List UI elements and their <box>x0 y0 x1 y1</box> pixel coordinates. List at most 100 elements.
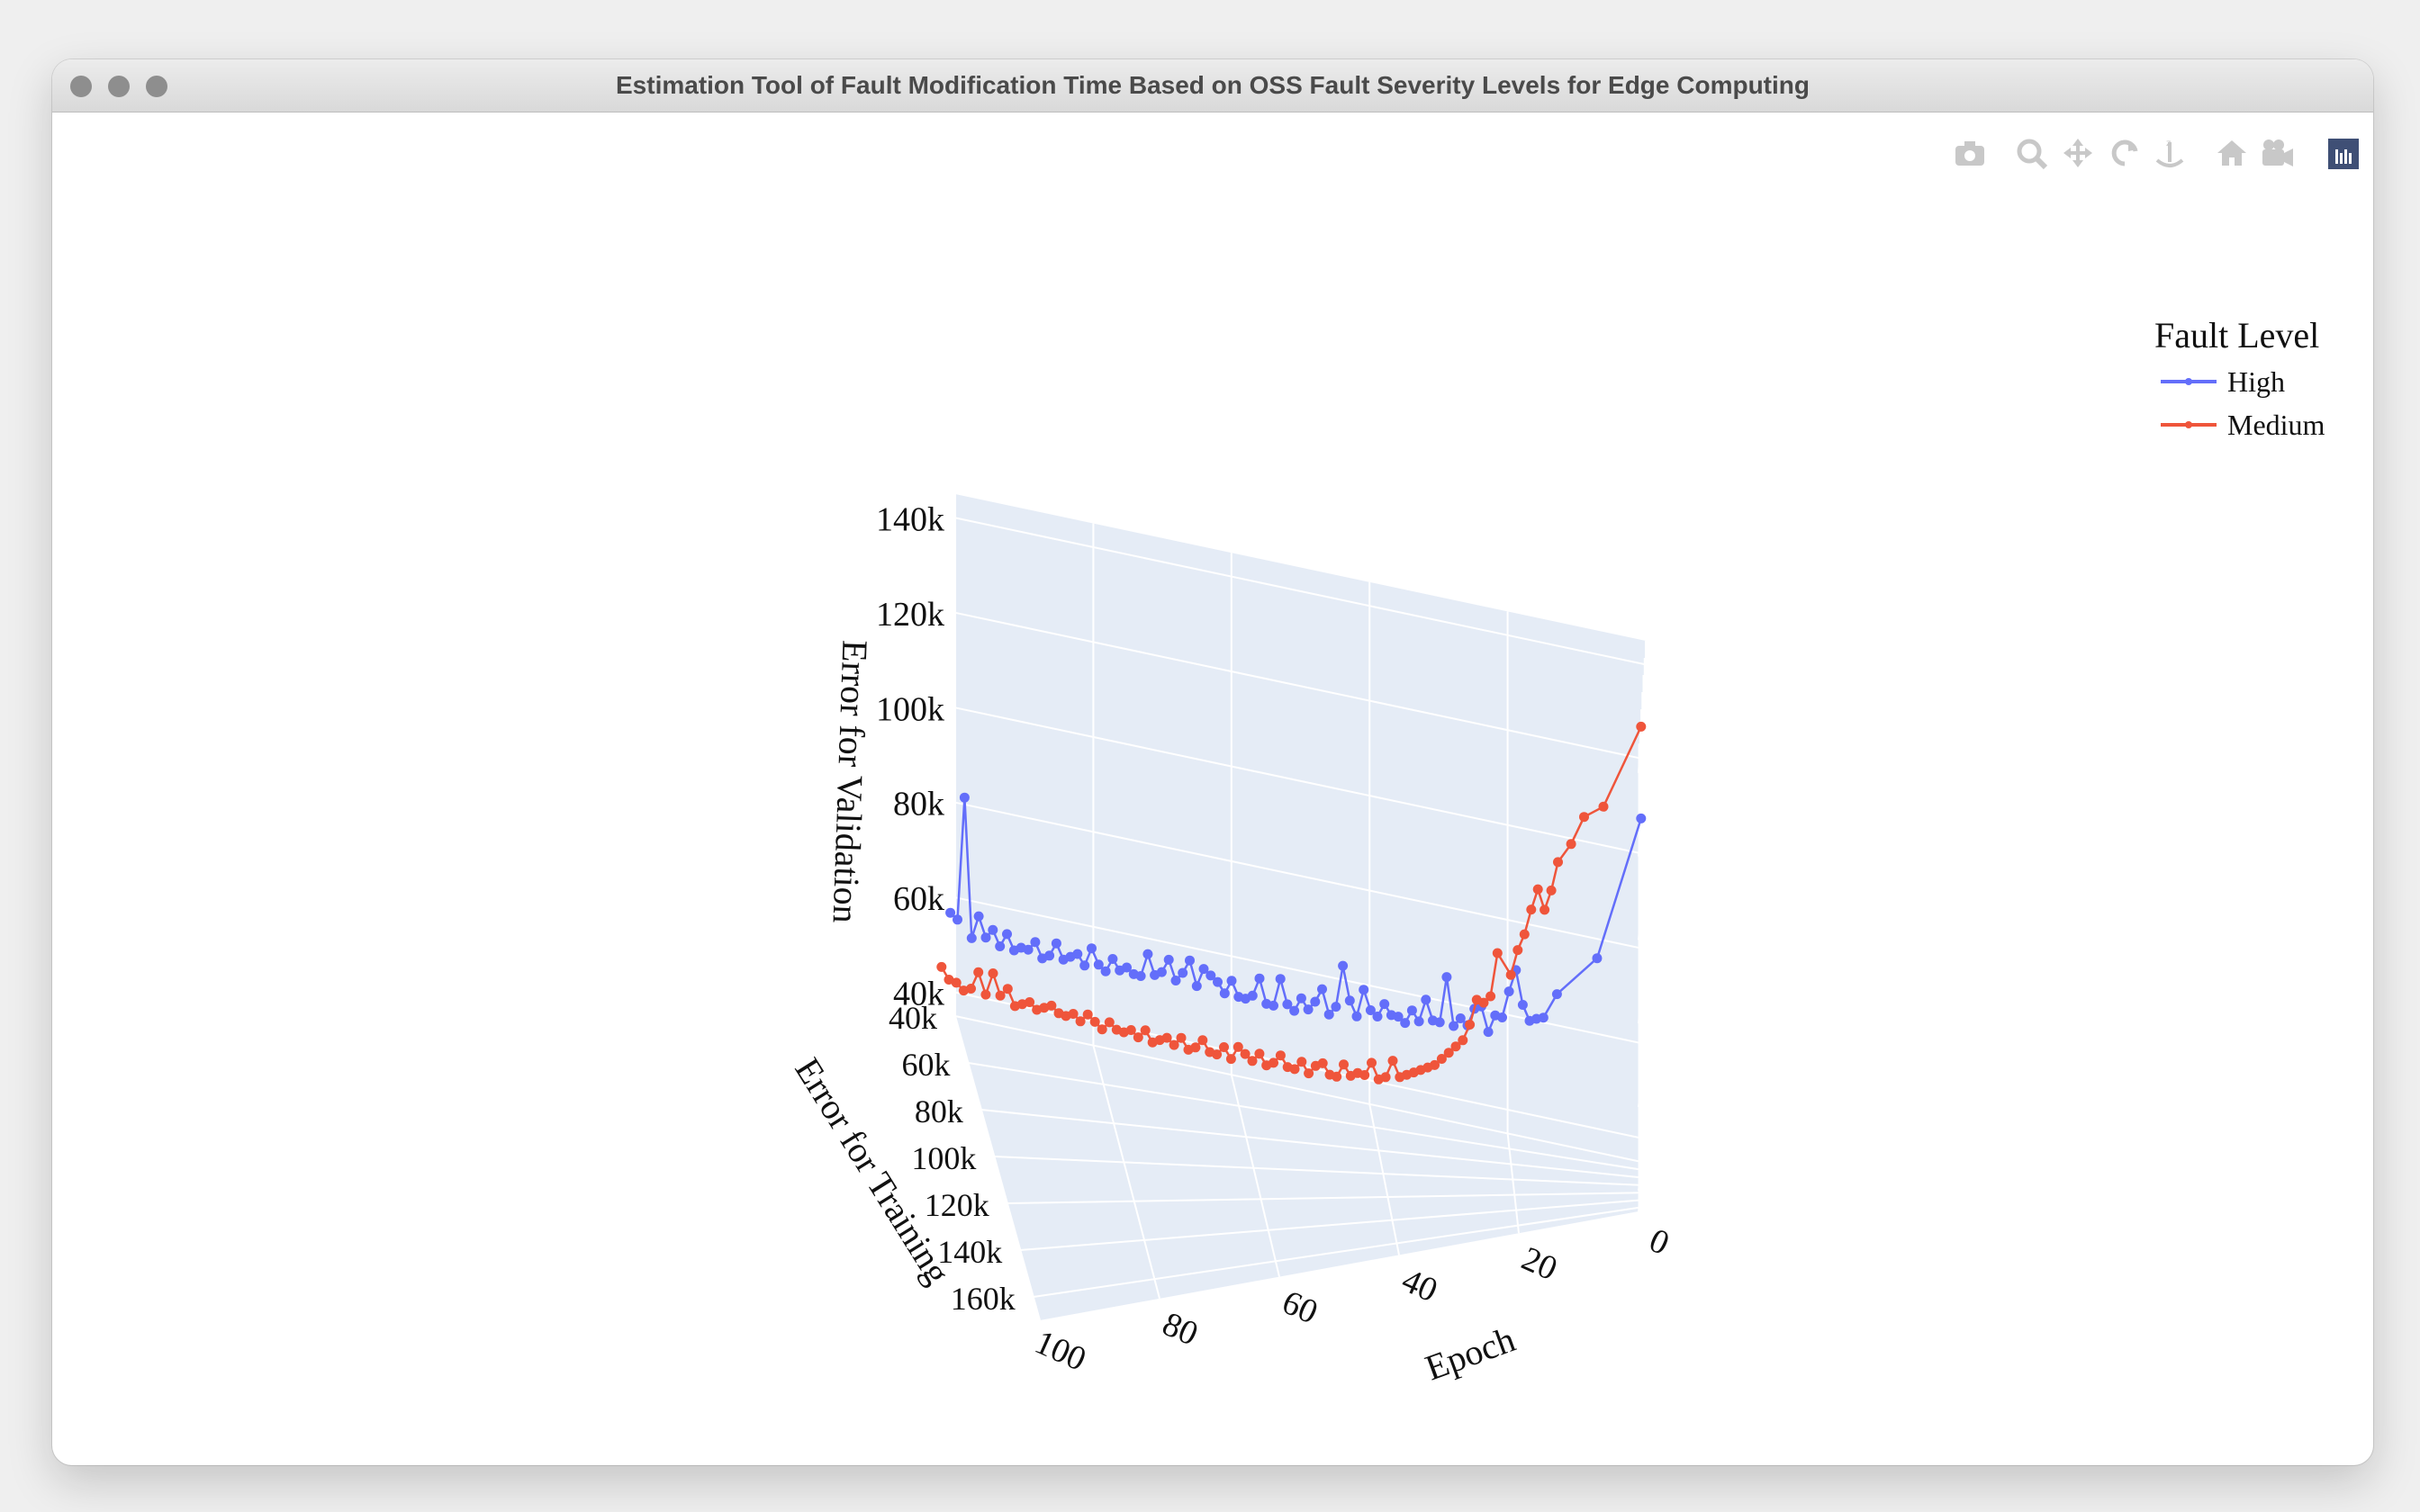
data-point-medium <box>1519 929 1530 940</box>
floor-gridline-x <box>1230 1074 1280 1277</box>
data-point-medium <box>1367 1058 1377 1068</box>
data-point-high <box>1344 995 1355 1006</box>
data-point-high <box>1455 1013 1466 1023</box>
data-point-high <box>1323 1009 1334 1020</box>
data-point-high <box>1386 1010 1396 1021</box>
data-point-medium <box>1261 1060 1272 1071</box>
data-point-medium <box>1492 948 1503 958</box>
data-point-high <box>1178 968 1188 978</box>
data-point-medium <box>1104 1017 1115 1028</box>
data-point-medium <box>1458 1035 1468 1046</box>
right-gridline-z <box>1638 664 1647 773</box>
data-point-medium <box>1147 1037 1158 1048</box>
data-point-high <box>1551 989 1562 1000</box>
floor-gridline-y <box>1007 1192 1642 1204</box>
right-gridline-z <box>1638 1138 1647 1191</box>
data-point-medium <box>1532 884 1543 895</box>
zoom-icon[interactable] <box>2017 139 2048 170</box>
orbit-rotation-icon[interactable] <box>2111 140 2138 166</box>
data-point-medium <box>1053 1008 1064 1019</box>
pan-icon[interactable] <box>2063 139 2092 167</box>
floor-gridline-y <box>994 1156 1643 1186</box>
data-point-medium <box>1471 994 1482 1005</box>
data-point-medium <box>1219 1042 1229 1052</box>
plotly-logo-icon[interactable] <box>2328 139 2359 169</box>
data-point-medium <box>988 968 998 978</box>
data-point-high <box>1226 976 1237 986</box>
minimize-window-button[interactable] <box>108 76 130 97</box>
plot-modebar: z <box>1955 139 2359 170</box>
data-point-medium <box>1254 1048 1265 1059</box>
close-window-button[interactable] <box>70 76 92 97</box>
data-point-medium <box>1032 1004 1043 1015</box>
data-point-high <box>1170 976 1181 986</box>
legend: Fault Level High Medium <box>2154 315 2325 441</box>
data-point-high <box>995 941 1006 951</box>
data-point-high <box>1338 960 1349 971</box>
data-point-high <box>1379 999 1390 1010</box>
x-tick-label: 100 <box>1029 1323 1091 1379</box>
data-point-high <box>945 907 956 918</box>
data-point-medium <box>1553 857 1563 868</box>
window-title: Estimation Tool of Fault Modification Ti… <box>616 71 1810 99</box>
data-point-high <box>1490 1010 1501 1021</box>
right-gridline-z <box>1638 949 1647 1024</box>
legend-label: High <box>2227 365 2285 398</box>
camera-view-icon[interactable] <box>2262 140 2293 166</box>
data-point-high <box>1282 999 1293 1010</box>
data-point-high <box>1359 985 1369 995</box>
series-medium <box>936 721 1647 1084</box>
data-point-medium <box>1526 904 1537 915</box>
data-point-high <box>1421 994 1431 1005</box>
data-point-medium <box>980 989 991 1000</box>
data-point-medium <box>1176 1032 1187 1043</box>
floor-gridline-y <box>980 1109 1644 1179</box>
data-point-medium <box>958 986 969 996</box>
legend-item-medium[interactable]: Medium <box>2161 409 2325 441</box>
x-tick-label: 20 <box>1516 1239 1563 1288</box>
y-tick-label: 160k <box>951 1281 1016 1317</box>
data-point-medium <box>1133 1032 1143 1043</box>
data-point-high <box>1150 969 1160 980</box>
data-point-medium <box>1169 1040 1179 1050</box>
right-gridline-z <box>1638 854 1647 940</box>
data-point-high <box>1331 1002 1341 1012</box>
zoom-window-button[interactable] <box>146 76 167 97</box>
z-tick-label: 140k <box>876 500 944 538</box>
data-point-high <box>1441 972 1452 983</box>
y-tick-label: 140k <box>937 1234 1002 1270</box>
x-tick-label: 40 <box>1396 1262 1443 1310</box>
data-point-high <box>1449 1021 1459 1031</box>
camera-icon[interactable] <box>1955 141 1984 166</box>
data-point-high <box>1198 964 1209 975</box>
x-tick-label: 80 <box>1157 1305 1204 1354</box>
data-point-medium <box>1296 1057 1307 1067</box>
y-tick-label: 120k <box>925 1187 989 1223</box>
data-point-medium <box>1240 1048 1251 1059</box>
floor-gridline-y <box>954 1015 1647 1164</box>
data-point-high <box>1483 1027 1494 1038</box>
legend-item-high[interactable]: High <box>2161 365 2285 398</box>
x-axis-title: Epoch <box>1420 1318 1520 1388</box>
data-point-medium <box>1089 1016 1100 1027</box>
reset-home-icon[interactable] <box>2217 140 2246 166</box>
data-point-high <box>1115 965 1125 976</box>
data-point-medium <box>1197 1035 1208 1046</box>
z-axis-title: Error for Validation <box>826 639 876 923</box>
data-point-high <box>1037 953 1048 964</box>
y-tick-label: 100k <box>911 1140 976 1176</box>
axis-labels: 0 20 40 60 80 100 40k 60k 80k 100k 120k 140k 160k 40k… <box>787 500 1675 1388</box>
data-point-medium <box>1205 1047 1215 1058</box>
legend-marker <box>2185 421 2192 428</box>
data-point-high <box>1428 1015 1438 1026</box>
floor-gridline-x <box>1506 1133 1520 1234</box>
data-point-high <box>966 932 977 943</box>
data-point-medium <box>1636 721 1647 732</box>
data-point-medium <box>936 961 947 972</box>
data-point-medium <box>1598 801 1609 812</box>
data-point-high <box>1008 945 1019 956</box>
data-point-medium <box>995 990 1006 1001</box>
turntable-rotation-icon[interactable]: z <box>2155 139 2184 167</box>
right-gridline-z <box>1638 1044 1647 1108</box>
data-point-high <box>1205 970 1216 981</box>
